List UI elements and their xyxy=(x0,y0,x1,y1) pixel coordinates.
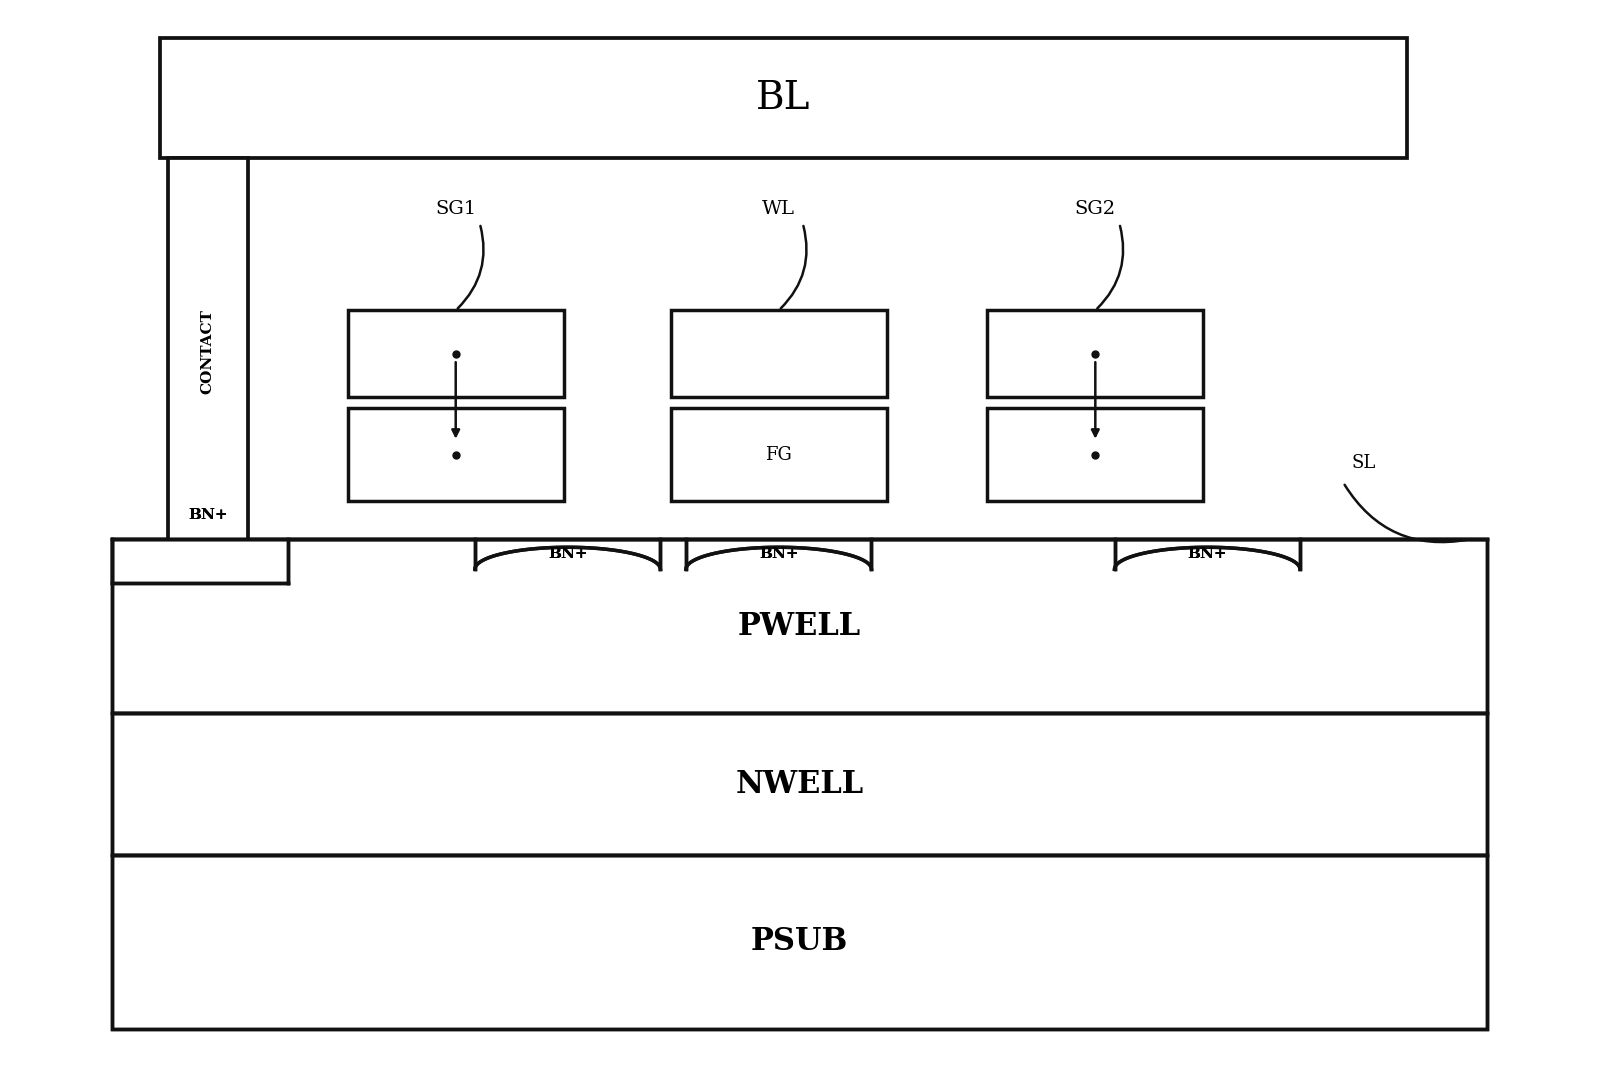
Bar xyxy=(987,310,1202,397)
Text: SG2: SG2 xyxy=(1075,199,1116,218)
Text: BN+: BN+ xyxy=(189,509,227,522)
Bar xyxy=(987,408,1202,501)
Text: PSUB: PSUB xyxy=(752,927,847,957)
Text: BN+: BN+ xyxy=(189,509,227,522)
Text: PWELL: PWELL xyxy=(737,611,862,641)
Bar xyxy=(347,408,563,501)
Text: NWELL: NWELL xyxy=(736,769,863,799)
Bar xyxy=(347,310,563,397)
Text: BN+: BN+ xyxy=(760,548,798,561)
Bar xyxy=(112,855,1487,1029)
Bar xyxy=(160,38,1407,158)
Polygon shape xyxy=(686,539,871,602)
Text: FG: FG xyxy=(766,445,792,464)
Text: CONTACT: CONTACT xyxy=(201,309,214,393)
Bar xyxy=(670,408,886,501)
Text: BN+: BN+ xyxy=(1188,548,1226,561)
Text: SG1: SG1 xyxy=(435,199,477,218)
Bar xyxy=(670,310,886,397)
Bar xyxy=(112,855,1487,1029)
Text: WL: WL xyxy=(763,199,795,218)
Polygon shape xyxy=(112,539,288,583)
Text: SL: SL xyxy=(1351,454,1375,472)
Bar xyxy=(112,539,1487,713)
Text: BN+: BN+ xyxy=(548,548,587,561)
Text: BN+: BN+ xyxy=(760,548,798,561)
Bar xyxy=(112,713,1487,855)
Bar xyxy=(168,158,248,544)
Text: BN+: BN+ xyxy=(1188,548,1226,561)
Text: BL: BL xyxy=(756,79,811,117)
Bar xyxy=(112,539,1487,713)
Text: BN+: BN+ xyxy=(548,548,587,561)
Bar xyxy=(112,713,1487,855)
Polygon shape xyxy=(1115,539,1300,602)
Polygon shape xyxy=(475,539,660,602)
